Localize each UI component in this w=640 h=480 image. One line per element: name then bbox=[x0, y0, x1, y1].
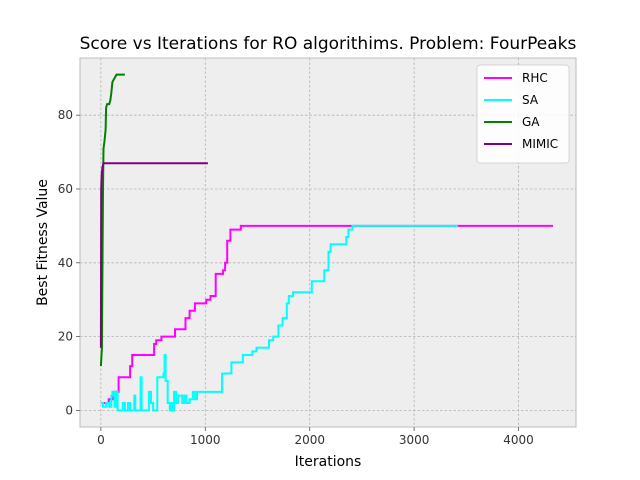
y-tick-label: 20 bbox=[58, 330, 73, 344]
legend-label-sa: SA bbox=[522, 93, 539, 107]
y-axis-label: Best Fitness Value bbox=[35, 179, 51, 306]
series-line-sa bbox=[100, 224, 458, 412]
y-tick-label: 0 bbox=[65, 403, 73, 417]
y-tick-label: 60 bbox=[58, 182, 73, 196]
legend: RHC SA GA MIMIC bbox=[476, 64, 570, 164]
legend-label-mimic: MIMIC bbox=[522, 137, 558, 151]
series-line-rhc bbox=[100, 224, 553, 404]
x-tick-label: 0 bbox=[97, 433, 105, 447]
x-tick-label: 2000 bbox=[294, 433, 325, 447]
legend-label-rhc: RHC bbox=[522, 71, 548, 85]
y-tick-label: 80 bbox=[58, 108, 73, 122]
axis-ticks: 0 1000 2000 3000 4000 0 20 40 60 80 bbox=[58, 108, 534, 447]
legend-label-ga: GA bbox=[522, 115, 540, 129]
series-lines bbox=[99, 73, 553, 412]
x-tick-label: 3000 bbox=[399, 433, 430, 447]
x-axis-label: Iterations bbox=[295, 454, 362, 470]
x-tick-label: 1000 bbox=[190, 433, 221, 447]
chart-title: Score vs Iterations for RO algorithims. … bbox=[80, 34, 577, 54]
y-tick-label: 40 bbox=[58, 256, 73, 270]
plot-frame bbox=[79, 57, 577, 428]
series-line-mimic bbox=[99, 162, 208, 348]
legend-box bbox=[476, 64, 570, 164]
x-tick-label: 4000 bbox=[503, 433, 534, 447]
